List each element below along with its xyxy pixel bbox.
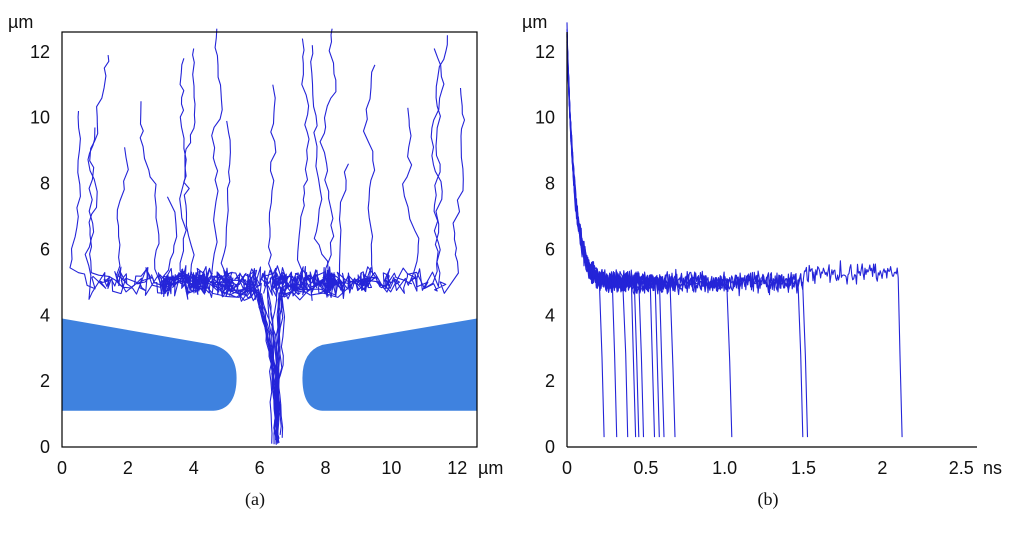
panel-a-plot: 0 2 4 6 8 10 12 0 2 4 6 8 10 12 µm µm (a) xyxy=(8,12,503,510)
panel-b-x-ticks: 0 0.5 1.0 1.5 2 2.5 xyxy=(562,458,974,478)
x-tick-label: 0 xyxy=(57,458,67,478)
x-tick-label: 2.5 xyxy=(949,458,974,478)
panel-a-x-unit: µm xyxy=(478,458,503,478)
channel-walls xyxy=(62,318,477,411)
position-time-line xyxy=(566,33,618,438)
x-tick-label: 1.5 xyxy=(791,458,816,478)
x-tick-label: 0 xyxy=(562,458,572,478)
y-tick-label: 4 xyxy=(40,305,50,325)
y-tick-label: 0 xyxy=(40,437,50,457)
trajectory-series xyxy=(69,28,466,445)
position-time-line xyxy=(566,41,645,438)
position-time-line xyxy=(566,35,809,438)
position-time-line xyxy=(566,22,903,438)
panel-a-x-ticks: 0 2 4 6 8 10 12 xyxy=(57,458,467,478)
panel-b-x-unit: ns xyxy=(983,458,1002,478)
trajectory-line xyxy=(178,58,279,435)
x-tick-label: 6 xyxy=(255,458,265,478)
y-tick-label: 6 xyxy=(545,239,555,259)
x-tick-label: 2 xyxy=(877,458,887,478)
position-time-line xyxy=(566,28,676,438)
position-time-line xyxy=(566,44,733,438)
y-tick-label: 6 xyxy=(40,239,50,259)
panel-a-caption: (a) xyxy=(245,489,265,510)
y-tick-label: 4 xyxy=(545,305,555,325)
y-tick-label: 10 xyxy=(30,108,50,128)
panel-a-frame xyxy=(61,31,478,448)
position-time-line xyxy=(566,29,637,438)
y-tick-label: 0 xyxy=(545,437,555,457)
x-tick-label: 4 xyxy=(189,458,199,478)
trajectory-line xyxy=(183,48,279,438)
panel-b-y-unit: µm xyxy=(522,12,547,32)
panel-a-y-unit: µm xyxy=(8,12,33,32)
x-tick-label: 1.0 xyxy=(712,458,737,478)
trajectory-line xyxy=(272,87,466,443)
y-tick-label: 2 xyxy=(40,371,50,391)
trajectory-line xyxy=(217,120,280,444)
y-tick-label: 8 xyxy=(545,174,555,194)
panel-b-caption: (b) xyxy=(758,489,779,510)
position-vs-time-series xyxy=(566,22,903,438)
x-tick-label: 8 xyxy=(320,458,330,478)
y-tick-label: 12 xyxy=(535,42,555,62)
y-tick-label: 12 xyxy=(30,42,50,62)
position-time-line xyxy=(566,41,629,438)
y-tick-label: 8 xyxy=(40,174,50,194)
trajectory-line xyxy=(275,35,448,437)
x-tick-label: 12 xyxy=(447,458,467,478)
trajectory-line xyxy=(116,147,280,443)
trajectory-line xyxy=(276,107,420,438)
x-tick-label: 2 xyxy=(123,458,133,478)
position-time-line xyxy=(566,34,605,438)
x-tick-label: 10 xyxy=(381,458,401,478)
y-tick-label: 10 xyxy=(535,108,555,128)
x-tick-label: 0.5 xyxy=(633,458,658,478)
panel-b-plot: 0 0.5 1.0 1.5 2 2.5 0 2 4 6 8 10 12 ns µm (b) xyxy=(522,12,1002,510)
panel-a-y-ticks: 0 2 4 6 8 10 12 xyxy=(30,42,50,457)
trajectory-line xyxy=(275,28,337,445)
y-tick-label: 2 xyxy=(545,371,555,391)
left-channel-wall xyxy=(62,318,237,411)
right-channel-wall xyxy=(302,318,477,411)
panel-b-y-ticks: 0 2 4 6 8 10 12 xyxy=(535,42,555,457)
